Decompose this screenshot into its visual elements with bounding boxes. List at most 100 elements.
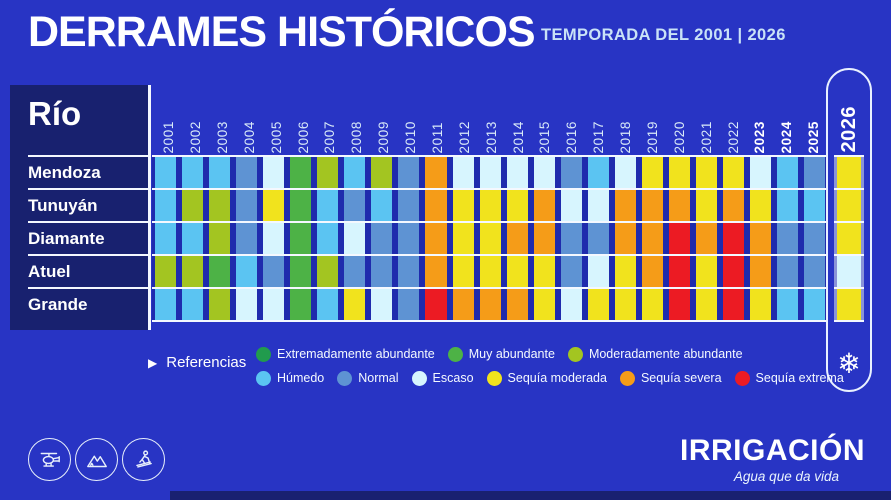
brand-block: IRRIGACIÓN Agua que da vida: [680, 436, 865, 485]
page-title: DERRAMES HISTÓRICOS: [28, 8, 536, 56]
cell-Mendoza-2022: [719, 157, 748, 188]
cell-Diamante-2010: [395, 223, 423, 254]
cell-Tunuyán-2012: [449, 190, 477, 221]
cell-Atuel-2014: [503, 256, 531, 287]
cell-Diamante-2007: [314, 223, 342, 254]
cell-Diamante-2023: [747, 223, 775, 254]
year-label-2014: 2014: [510, 120, 526, 153]
heatmap-row-Grande: [152, 289, 829, 320]
year-label-2026: 2026: [838, 105, 860, 153]
row-separator: [152, 188, 828, 190]
cell-Atuel-2010: [395, 256, 423, 287]
year-label-2010: 2010: [403, 120, 419, 153]
year-label-2009: 2009: [376, 120, 392, 153]
cell-Grande-2011: [422, 289, 450, 320]
cell-Mendoza-2021: [692, 157, 720, 188]
cell-Tunuyán-2008: [341, 190, 369, 221]
cell-Diamante-2009: [368, 223, 396, 254]
row-separator: [152, 287, 828, 289]
cell-Diamante-2005: [260, 223, 288, 254]
cell-Mendoza-2016: [557, 157, 585, 188]
year-label-2023: 2023: [752, 120, 768, 153]
legend-label: Sequía severa: [640, 371, 722, 385]
cell-Atuel-2003: [206, 256, 234, 287]
cell-Grande-2007: [314, 289, 342, 320]
legend-item-SS: Sequía severa: [619, 370, 722, 386]
year-label-2022: 2022: [725, 120, 741, 153]
cell-Diamante-2002: [179, 223, 207, 254]
legend-swatch-HU: [256, 370, 271, 386]
cell-Diamante-2017: [584, 223, 612, 254]
year-label-2018: 2018: [618, 120, 634, 153]
row-separator: [28, 254, 148, 256]
skier-icon: [122, 438, 165, 481]
cell-Atuel-2023: [747, 256, 775, 287]
row-separator: [834, 221, 864, 223]
cell-Tunuyán-2013: [476, 190, 504, 221]
cell-Diamante-2021: [692, 223, 720, 254]
cell-Diamante-2006: [287, 223, 315, 254]
cell-Atuel-2004: [233, 256, 261, 287]
row-separator: [834, 155, 864, 157]
cell-Mendoza-2009: [368, 157, 396, 188]
cell-Grande-2005: [260, 289, 288, 320]
legend-header: ▶ Referencias: [148, 354, 246, 371]
row-separator: [152, 155, 828, 157]
cell-Mendoza-2019: [638, 157, 666, 188]
cell-Diamante-2014: [503, 223, 531, 254]
cell-Grande-2015: [530, 289, 558, 320]
row-label-Tunuyán: Tunuyán: [28, 196, 98, 215]
row-separator: [152, 221, 828, 223]
cell-Grande-2006: [287, 289, 315, 320]
cell-Diamante-2019: [638, 223, 666, 254]
cell-Grande-2025: [801, 289, 829, 320]
year-label-2007: 2007: [322, 120, 338, 153]
cell-Atuel-2008: [341, 256, 369, 287]
cell-Grande-2019: [638, 289, 666, 320]
row-separator: [28, 188, 148, 190]
cell-Grande-2014: [503, 289, 531, 320]
cell-Grande-2004: [233, 289, 261, 320]
page-subtitle: TEMPORADA DEL 2001 | 2026: [541, 26, 786, 44]
year-label-2021: 2021: [698, 120, 714, 153]
cell-Diamante-2022: [719, 223, 748, 254]
cell-Tunuyán-2006: [287, 190, 315, 221]
legend-swatch-SS: [619, 370, 635, 386]
cell-Diamante-2015: [530, 223, 558, 254]
cell-Tunuyán-2001: [152, 190, 180, 221]
cell-Mendoza-2020: [665, 157, 693, 188]
cell-Mendoza-2025: [801, 157, 829, 188]
cell-Atuel-2020: [665, 256, 693, 287]
cell-Diamante-2003: [206, 223, 234, 254]
cell-Atuel-2015: [530, 256, 558, 287]
cell-Diamante-2004: [233, 223, 261, 254]
cell-Atuel-2006: [287, 256, 315, 287]
cell-Mendoza-2002: [179, 157, 207, 188]
cell-Atuel-2016: [557, 256, 585, 287]
cell-Tunuyán-2004: [233, 190, 261, 221]
cell-Atuel-2011: [422, 256, 450, 287]
cell-Grande-2001: [152, 289, 180, 320]
cell-Diamante-2008: [341, 223, 369, 254]
legend-item-SM: Sequía moderada: [486, 370, 607, 386]
legend-label: Escaso: [432, 371, 474, 385]
legend-swatch-MO: [567, 346, 583, 362]
cell-Diamante-2026: [834, 223, 864, 254]
year-axis: 2001 2002 2003 2004 2005 2006 2007 2008 2009 2010…: [156, 87, 828, 153]
cell-Grande-2003: [206, 289, 234, 320]
row-separator: [834, 254, 864, 256]
cell-Mendoza-2003: [206, 157, 234, 188]
legend-label: Muy abundante: [468, 347, 555, 361]
cell-Tunuyán-2016: [557, 190, 585, 221]
cell-Tunuyán-2017: [584, 190, 612, 221]
row-separator: [834, 287, 864, 289]
cell-Atuel-2012: [449, 256, 477, 287]
year-label-2008: 2008: [349, 120, 365, 153]
legend-item-MO: Moderadamente abundante: [567, 346, 743, 362]
cell-Tunuyán-2019: [638, 190, 666, 221]
cell-Mendoza-2012: [449, 157, 477, 188]
rio-panel: Río Mendoza Tunuyán Diamante Atuel Grande: [10, 85, 148, 330]
cell-Mendoza-2014: [503, 157, 531, 188]
legend-label: Sequía moderada: [507, 371, 607, 385]
